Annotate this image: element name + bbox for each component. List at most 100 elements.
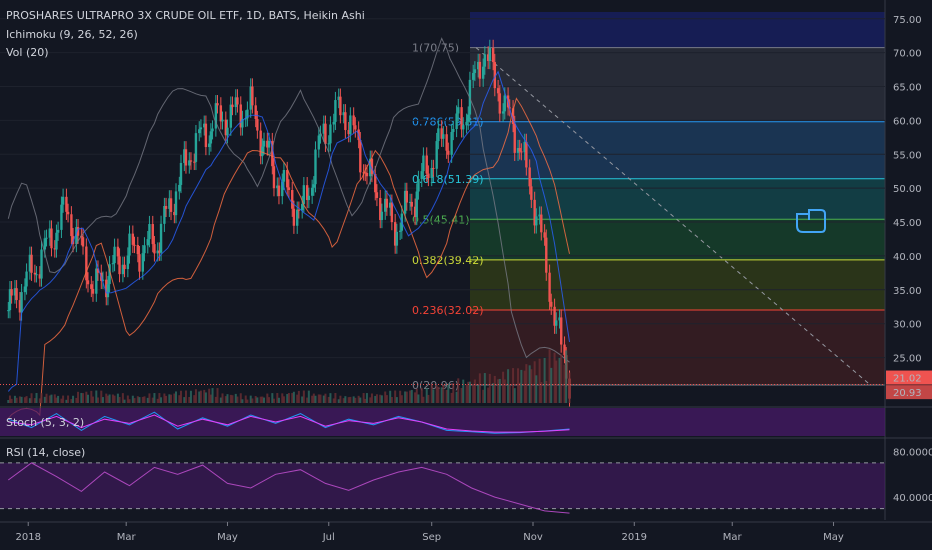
volume-bar <box>226 394 229 403</box>
ichimoku-kijun-line <box>7 97 570 419</box>
volume-bar <box>297 390 300 403</box>
volume-bar <box>457 378 460 403</box>
candle-body <box>447 150 450 155</box>
candle-body <box>329 124 332 144</box>
time-tick-label: May <box>823 532 844 543</box>
candle-body <box>486 54 490 61</box>
candle-body <box>558 317 561 321</box>
candle-body <box>538 214 541 217</box>
volume-bar <box>405 391 408 403</box>
volume-bar <box>473 379 476 403</box>
candle-body <box>221 119 224 122</box>
volume-bar <box>342 398 345 403</box>
volume-bar <box>224 396 227 403</box>
volume-bar <box>148 393 151 403</box>
volume-bar <box>106 395 109 403</box>
volume-bar <box>121 393 124 403</box>
volume-bar <box>271 393 274 403</box>
volume-bar <box>25 396 28 403</box>
volume-bar <box>334 393 337 403</box>
candle-body <box>317 135 320 150</box>
volume-bar <box>175 391 178 403</box>
candle-body <box>158 250 161 253</box>
stoch-band <box>0 408 885 436</box>
volume-bar <box>555 360 558 403</box>
fib-band <box>470 219 885 260</box>
volume-bar <box>352 396 355 403</box>
volume-bar <box>492 383 495 403</box>
candle-body <box>305 185 309 201</box>
candle-body <box>535 216 538 226</box>
volume-bar <box>141 396 144 403</box>
volume-bar <box>410 389 413 403</box>
volume-bar <box>163 393 166 403</box>
candle-body <box>81 237 85 247</box>
volume-bar <box>452 383 455 403</box>
volume-bar <box>450 392 453 403</box>
candle-body <box>450 131 453 155</box>
stoch-label: Stoch (5, 3, 2) <box>6 416 84 429</box>
candle-body <box>45 237 48 239</box>
candle-body <box>334 100 337 122</box>
volume-bar <box>390 396 393 403</box>
fib-band <box>470 121 885 179</box>
candle-body <box>106 284 110 298</box>
volume-bar <box>249 395 252 403</box>
candle-body <box>214 103 218 129</box>
candle-body <box>528 167 531 187</box>
candle-body <box>159 223 163 253</box>
price-axis: 75.00 70.00 65.00 60.00 55.00 50.00 45.00 40.00… <box>0 0 922 520</box>
volume-bar <box>332 398 335 403</box>
volume-bar <box>517 368 520 403</box>
volume-bar <box>62 395 65 403</box>
volume-bar <box>70 399 73 403</box>
volume-bar <box>179 390 182 403</box>
time-axis: 2018 Mar May Jul Sep Nov 2019 Mar May <box>0 521 932 543</box>
volume-bar <box>246 399 249 403</box>
volume-bar <box>357 395 360 403</box>
candle-body <box>513 124 516 153</box>
volume-bar <box>33 398 36 403</box>
candle-body <box>241 118 244 128</box>
candle-body <box>40 249 43 279</box>
candle-body <box>420 171 423 179</box>
candle-body <box>478 61 482 79</box>
volume-bar <box>211 388 214 403</box>
candle-body <box>427 173 430 178</box>
candle-body <box>530 186 533 200</box>
volume-bar <box>128 399 131 403</box>
candle-body <box>33 272 37 275</box>
candle-body <box>138 254 141 272</box>
candle-body <box>375 192 379 198</box>
volume-bar <box>251 398 254 403</box>
volume-bar <box>568 372 571 403</box>
volume-bar <box>57 395 60 403</box>
volume-bar <box>123 399 126 403</box>
volume-bar <box>208 388 211 403</box>
candle-body <box>473 69 477 73</box>
candle-body <box>111 263 115 265</box>
candle-body <box>365 173 369 177</box>
volume-bar <box>96 397 99 403</box>
candle-body <box>312 184 316 188</box>
volume-bar <box>395 397 398 403</box>
volume-bar <box>445 389 448 403</box>
candle-body <box>35 274 38 276</box>
volume-bar <box>156 398 159 403</box>
candle-body <box>65 196 68 212</box>
volume-bar <box>362 393 365 403</box>
candle-body <box>395 231 399 246</box>
volume-bar <box>440 387 443 403</box>
volume-bar <box>435 385 438 403</box>
volume-bar <box>272 398 275 403</box>
volume-bar <box>478 373 481 403</box>
candle-body <box>28 254 32 272</box>
candle-body <box>259 130 262 157</box>
volume-bar <box>165 395 168 403</box>
volume-bar <box>394 390 397 403</box>
candle-body <box>8 289 12 311</box>
candle-body <box>226 127 229 136</box>
candle-body <box>297 209 301 211</box>
candle-body <box>347 130 350 135</box>
candle-body <box>272 166 276 189</box>
